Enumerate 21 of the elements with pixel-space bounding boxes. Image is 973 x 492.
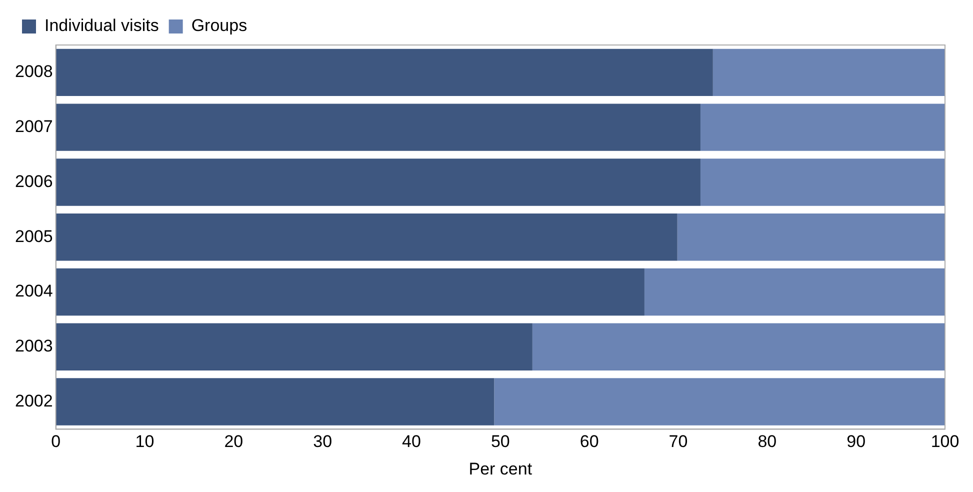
x-tick-label: 10 — [135, 432, 154, 452]
x-tick-label: 40 — [402, 432, 421, 452]
y-tick-label: 2007 — [14, 117, 53, 136]
x-tick-label: 30 — [313, 432, 332, 452]
x-tick-label: 60 — [580, 432, 599, 452]
x-tick-label: 90 — [846, 432, 866, 452]
x-tick-label: 70 — [668, 432, 688, 452]
x-tick-label: 20 — [224, 432, 244, 452]
legend-label: Individual visits — [44, 16, 159, 36]
y-tick-label: 2003 — [14, 336, 53, 356]
x-tick-label: 50 — [490, 432, 510, 452]
x-tick-label: 80 — [758, 432, 777, 452]
y-tick-label: 2002 — [14, 391, 53, 410]
y-tick-label: 2008 — [14, 62, 53, 82]
y-tick-label: 2004 — [14, 282, 53, 301]
y-tick-label: 2006 — [14, 172, 53, 191]
legend-label: Groups — [191, 16, 248, 36]
x-tick-label: 100 — [930, 432, 960, 452]
x-axis-title: Per cent — [468, 459, 532, 478]
y-tick-label: 2005 — [14, 226, 53, 246]
x-tick-label: 0 — [51, 432, 61, 452]
